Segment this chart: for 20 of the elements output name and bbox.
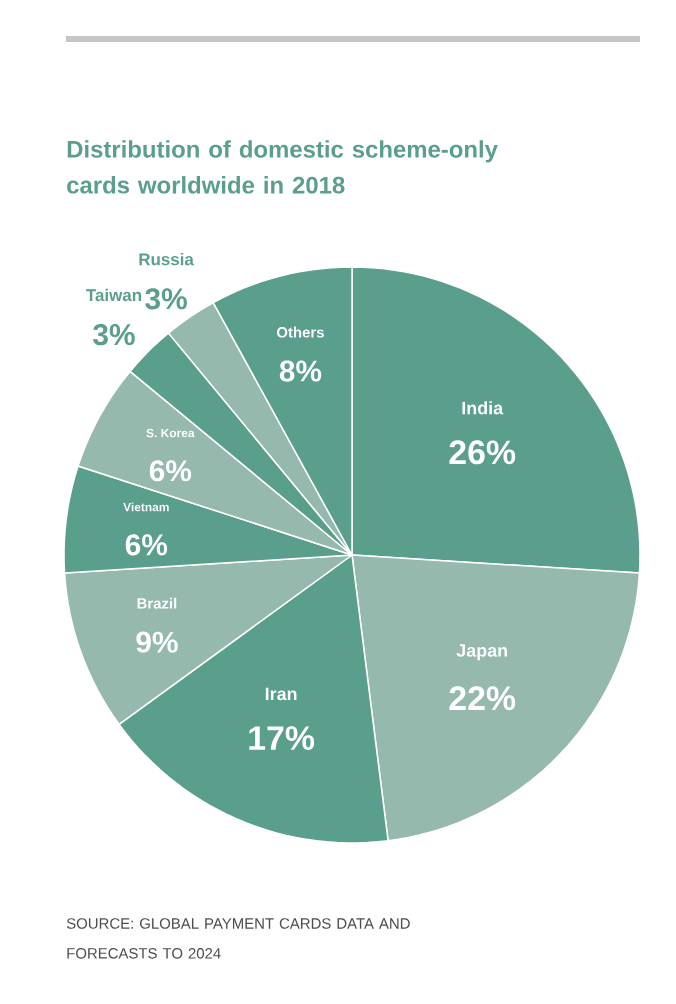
slice-label: Taiwan <box>86 288 142 302</box>
slice-label: Russia <box>139 252 194 266</box>
slice-label: Vietnam <box>123 502 169 512</box>
data-label: 22% <box>449 686 516 711</box>
data-label: 17% <box>249 726 315 750</box>
slice-label: Japan <box>456 644 507 661</box>
text: SOURCE: GLOBAL PAYMENT CARDS DATA AND FORECASTS TO 2024 <box>66 918 410 959</box>
data-label: 26% <box>449 440 516 465</box>
slice-label: Iran <box>265 687 297 701</box>
data-label: 8% <box>279 360 322 382</box>
data-label: 3% <box>145 288 187 310</box>
slice-label: Others <box>276 326 324 338</box>
data-label: 3% <box>93 324 135 346</box>
slice-label: India <box>462 401 504 415</box>
slice-label: S. Korea <box>146 428 195 438</box>
chart-title: Distribution of domestic scheme-only cards worldwide in 2018 <box>67 140 498 194</box>
data-label: 6% <box>125 534 168 556</box>
data-label: 9% <box>136 631 178 653</box>
data-label: 6% <box>149 460 192 482</box>
slice-label: Brazil <box>137 597 177 609</box>
